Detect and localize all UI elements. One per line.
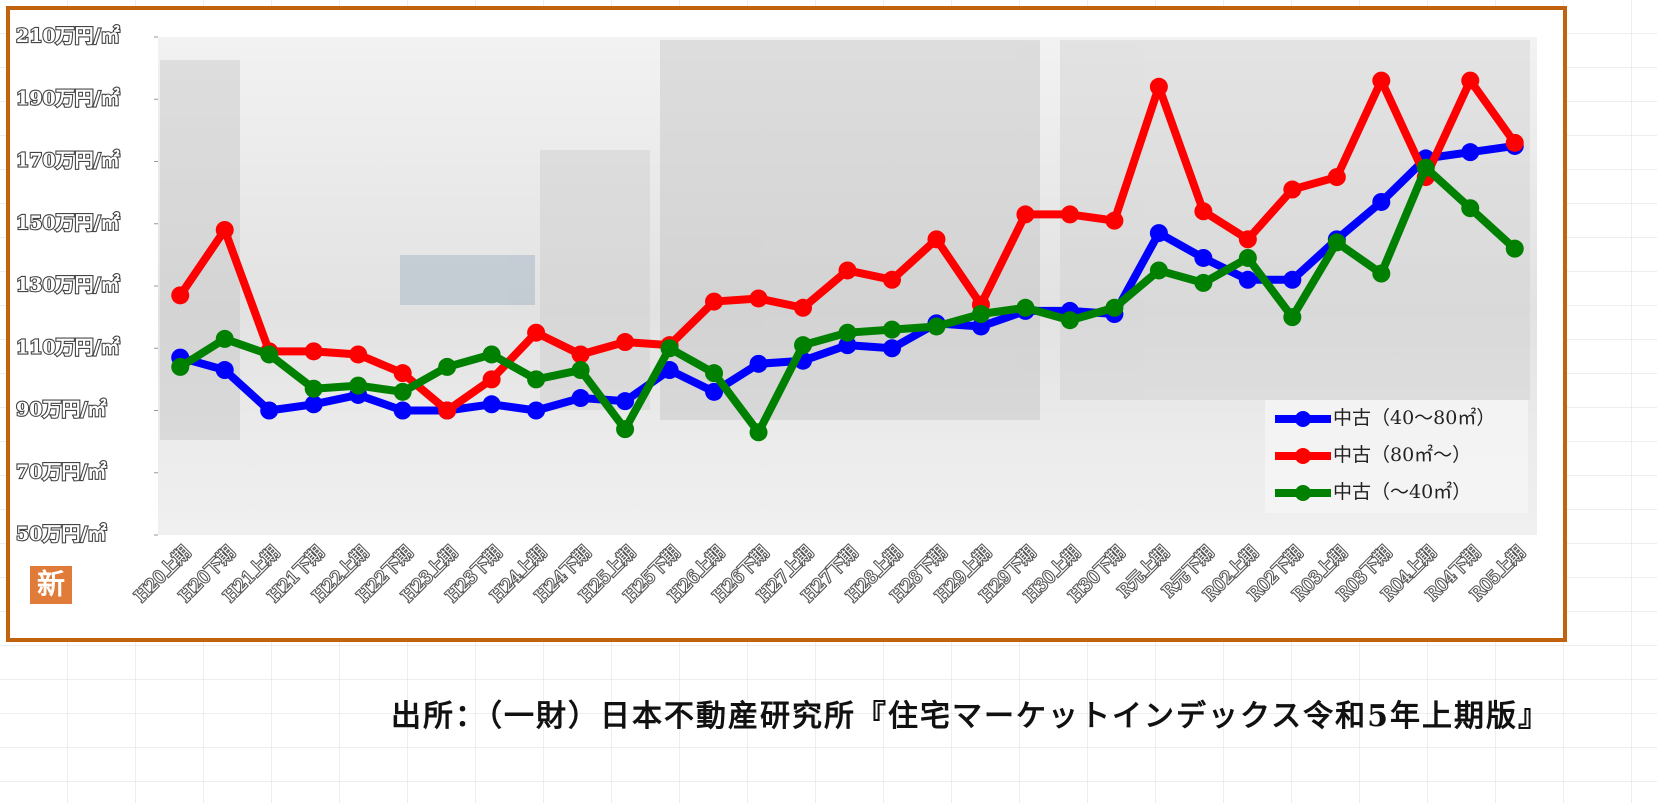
point bbox=[393, 364, 412, 383]
point bbox=[304, 342, 323, 361]
point bbox=[838, 323, 857, 342]
y-tick-label: 90万円/㎡ bbox=[16, 398, 106, 421]
point bbox=[616, 333, 635, 352]
point bbox=[1505, 133, 1524, 152]
point bbox=[1105, 211, 1124, 230]
badge-bg bbox=[30, 566, 72, 604]
point bbox=[1194, 248, 1213, 267]
y-tick-label: 70万円/㎡ bbox=[16, 460, 106, 483]
point bbox=[1238, 230, 1257, 249]
photo-shapes bbox=[160, 40, 1530, 440]
point bbox=[749, 289, 768, 308]
legend-marker bbox=[1295, 411, 1311, 427]
y-tick-label: 190万円/㎡ bbox=[16, 86, 120, 109]
point bbox=[304, 379, 323, 398]
point bbox=[794, 336, 813, 355]
y-tick-label: 210万円/㎡ bbox=[16, 24, 120, 47]
y-tick-label: 50万円/㎡ bbox=[16, 522, 106, 545]
point bbox=[1372, 71, 1391, 90]
point bbox=[527, 370, 546, 389]
point bbox=[571, 389, 590, 408]
source-note: 出所：（一財）日本不動産研究所『住宅マーケットインデックス令和5年上期版』 bbox=[391, 699, 1550, 734]
point bbox=[1461, 71, 1480, 90]
badge: 新 bbox=[37, 568, 65, 601]
point bbox=[705, 292, 724, 311]
point bbox=[1060, 205, 1079, 224]
point bbox=[171, 286, 190, 305]
point bbox=[393, 401, 412, 420]
point bbox=[1149, 224, 1168, 243]
legend-label: 中古（40～80㎡） bbox=[1333, 406, 1495, 429]
point bbox=[882, 339, 901, 358]
point bbox=[482, 395, 501, 414]
point bbox=[1283, 180, 1302, 199]
point bbox=[349, 376, 368, 395]
point bbox=[1283, 270, 1302, 289]
point bbox=[794, 298, 813, 317]
point bbox=[1327, 168, 1346, 187]
point bbox=[1194, 273, 1213, 292]
point bbox=[660, 339, 679, 358]
point bbox=[571, 345, 590, 364]
point bbox=[1461, 143, 1480, 162]
point bbox=[1416, 158, 1435, 177]
point bbox=[882, 270, 901, 289]
point bbox=[1016, 298, 1035, 317]
point bbox=[705, 382, 724, 401]
point bbox=[971, 305, 990, 324]
point bbox=[438, 357, 457, 376]
point bbox=[393, 382, 412, 401]
point bbox=[215, 329, 234, 348]
point bbox=[527, 401, 546, 420]
point bbox=[1238, 270, 1257, 289]
point bbox=[171, 357, 190, 376]
point bbox=[260, 345, 279, 364]
point bbox=[1372, 192, 1391, 211]
y-tick-label: 170万円/㎡ bbox=[16, 149, 120, 172]
point bbox=[1149, 261, 1168, 280]
point bbox=[215, 361, 234, 380]
point bbox=[1505, 239, 1524, 258]
y-tick-label: 130万円/㎡ bbox=[16, 273, 120, 296]
point bbox=[1461, 199, 1480, 218]
y-tick-label: 150万円/㎡ bbox=[16, 211, 120, 234]
legend-marker bbox=[1295, 485, 1311, 501]
point bbox=[1105, 298, 1124, 317]
point bbox=[660, 361, 679, 380]
point bbox=[527, 323, 546, 342]
legend-marker bbox=[1295, 448, 1311, 464]
point bbox=[838, 261, 857, 280]
point bbox=[616, 392, 635, 411]
point bbox=[749, 354, 768, 373]
point bbox=[705, 364, 724, 383]
point bbox=[749, 423, 768, 442]
point bbox=[616, 420, 635, 439]
point bbox=[438, 401, 457, 420]
point bbox=[349, 345, 368, 364]
y-tick-label: 110万円/㎡ bbox=[16, 335, 120, 358]
point bbox=[1283, 308, 1302, 327]
point bbox=[260, 401, 279, 420]
point bbox=[1194, 202, 1213, 221]
point bbox=[304, 395, 323, 414]
point bbox=[1238, 248, 1257, 267]
point bbox=[838, 336, 857, 355]
legend-label: 中古（80㎡～） bbox=[1333, 443, 1471, 466]
point bbox=[927, 230, 946, 249]
point bbox=[482, 345, 501, 364]
point bbox=[1372, 264, 1391, 283]
legend-label: 中古（～40㎡） bbox=[1333, 480, 1471, 503]
point bbox=[1327, 233, 1346, 252]
point bbox=[482, 370, 501, 389]
point bbox=[571, 361, 590, 380]
point bbox=[1060, 311, 1079, 330]
point bbox=[1149, 77, 1168, 96]
point bbox=[971, 317, 990, 336]
point bbox=[1016, 205, 1035, 224]
point bbox=[882, 320, 901, 339]
point bbox=[215, 220, 234, 239]
point bbox=[927, 317, 946, 336]
